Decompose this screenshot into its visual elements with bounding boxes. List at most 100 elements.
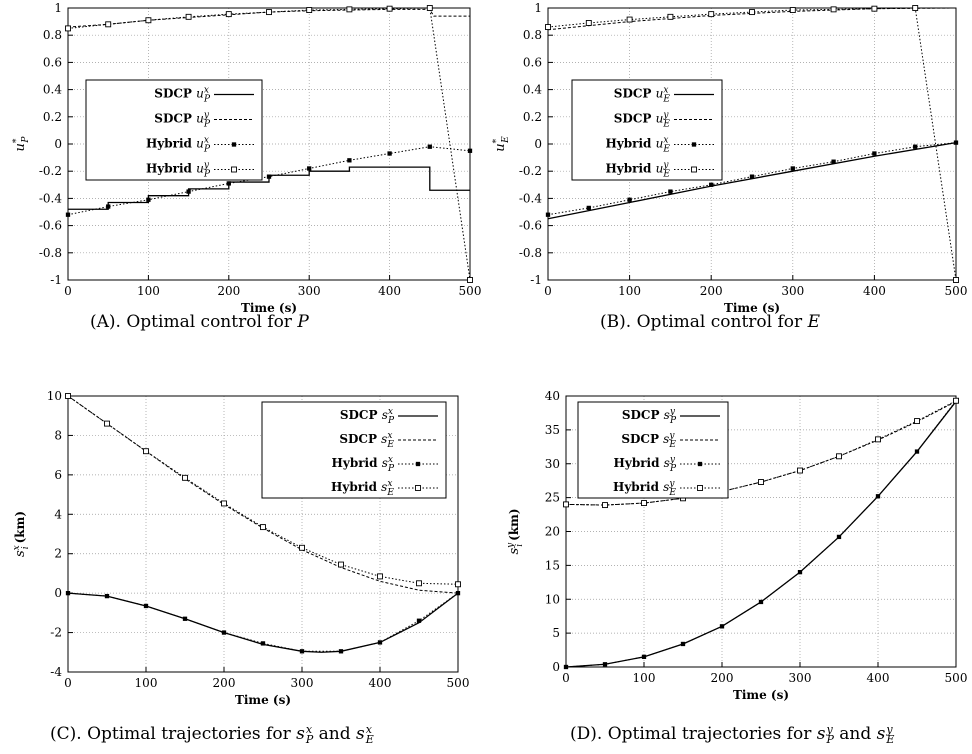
caption-d-text: Optimal trajectories for (607, 724, 812, 744)
chart2-series-2-point (104, 593, 110, 599)
chart3-series-2-point (797, 569, 803, 575)
chart2-ytick-label: -2 (50, 626, 62, 640)
chart2-xtick-label: 400 (369, 676, 392, 690)
chart-b-svg: 0 100 200 300 400 500 -1 -0.8 -0.6 -0.4 -0.2 0 0.2 0.… (492, 1, 967, 315)
chart0-ytick-label: -0.8 (39, 246, 62, 260)
chart3-series-3-point (914, 418, 920, 425)
chart2-ytick-label: 4 (54, 507, 62, 521)
chart1-series-3-point (708, 11, 715, 18)
chart1-legend-box (571, 79, 723, 181)
chart1-ytick-label: 0.8 (523, 28, 542, 42)
chart2-xtick-label: 200 (213, 676, 236, 690)
chart1-series-2-point (545, 212, 551, 217)
chart0-series-2-point (266, 174, 272, 179)
caption-b-var: E (807, 312, 820, 332)
chart1-xlabel: Time (s) (724, 301, 780, 315)
chart0-series-3-point (266, 9, 272, 16)
chart2-series-2-point (299, 649, 305, 654)
chart2-ytick-label: 10 (47, 389, 62, 403)
chart0-series-3-point (306, 7, 313, 13)
chart3-series-2-point (641, 654, 647, 659)
chart3-series-2-point (602, 662, 608, 667)
chart2-series-3-point (299, 544, 305, 551)
chart2-xtick-label: 100 (135, 676, 158, 690)
chart0-ytick-label: -0.4 (39, 191, 63, 205)
chart2-series-2-point (221, 630, 227, 635)
chart0-ytick-label: 0.6 (43, 55, 62, 69)
chart3-series-2-point (680, 641, 686, 647)
chart1-series-2-point (668, 189, 673, 194)
chart0-ytick-label: -0.6 (39, 219, 62, 233)
chart0-legend-label-3: Hybrid uy P (146, 161, 211, 180)
chart0-series-3-point (105, 21, 112, 28)
chart3-series-3-point (953, 397, 959, 404)
chart2-series-3-point (221, 500, 227, 507)
chart0-series-2-point (226, 181, 231, 186)
chart3-ytick-label: 40 (545, 389, 560, 403)
chart3-legend-marker-3 (697, 485, 703, 491)
chart1-xtick-label: 100 (618, 284, 641, 298)
chart3-legend-label-1: SDCP sy E (621, 431, 676, 450)
chart0-ytick-label: 0.4 (43, 83, 62, 97)
chart3-ytick-label: 5 (552, 626, 560, 640)
chart1-series-2-point (790, 166, 795, 171)
chart2-series-3-point (182, 474, 188, 481)
chart0-legend-label-1: SDCP uy P (154, 111, 211, 130)
chart1-series-2-point (831, 159, 836, 164)
chart2-series-2-point (143, 603, 149, 609)
chart0-series-3-point (346, 6, 353, 13)
chart1-series-3-point (912, 5, 919, 11)
chart1-ytick-label: 0.4 (523, 83, 542, 97)
chart1-xtick-label: 300 (781, 284, 804, 298)
chart2-plot-frame (67, 395, 459, 673)
chart3-ytick-label: 15 (545, 558, 560, 572)
chart3-xtick-label: 0 (562, 671, 570, 685)
chart2-xlabel: Time (s) (235, 693, 291, 707)
chart2-series-3-point (104, 420, 110, 427)
chart0-series-3-point (185, 13, 192, 20)
chart3-legend-label-0: SDCP sy P (622, 407, 677, 426)
caption-d-conj: and (839, 724, 872, 744)
chart1-xtick-label: 400 (863, 284, 886, 298)
chart3-xlabel: Time (s) (733, 688, 789, 702)
chart3-series-2-point (836, 534, 842, 540)
chart0-series-2-point (347, 158, 352, 163)
chart0-series-3-point (426, 5, 433, 11)
chart2-xtick-label: 300 (291, 676, 314, 690)
chart1-legend-label-1: SDCP uy E (614, 111, 671, 130)
chart3-ylabel: syi(km) (506, 508, 525, 554)
chart1-ytick-label: -0.2 (519, 164, 542, 178)
chart3-ytick-label: 10 (545, 592, 560, 606)
chart3-ytick-label: 30 (545, 457, 560, 471)
chart1-series-3-point (789, 7, 796, 13)
chart-panel-b: 0 100 200 300 400 500 -1 -0.8 -0.6 -0.4 -0.2 0 0.2 0.… (486, 0, 972, 340)
chart2-ylabel: sxi(km) (12, 511, 31, 557)
chart3-series-3-point (836, 453, 842, 460)
chart0-series-3-point (386, 5, 393, 12)
chart-d-svg: 0 100 200 300 400 500 0 5 10 15 20 25 30 35 40 Time (s)… (506, 389, 967, 702)
chart0-series-2-point (146, 197, 151, 202)
chart2-series-0-line (67, 592, 459, 653)
chart0-series-3-point (467, 277, 473, 283)
chart1-xtick-label: 200 (700, 284, 723, 298)
chart1-ytick-label: -0.8 (519, 246, 542, 260)
chart1-series-3-point (830, 6, 837, 13)
chart2-xtick-label: 500 (447, 676, 470, 690)
chart0-legend-label-2: Hybrid ux P (146, 136, 211, 155)
chart1-legend-marker-3 (691, 166, 697, 173)
chart2-series-3-point (143, 448, 149, 455)
chart0-xtick-label: 300 (298, 284, 321, 298)
chart1-legend-label-0: SDCP ux E (614, 86, 671, 105)
chart2-series-3-point (338, 561, 344, 568)
chart0-ytick-label: -1 (50, 273, 62, 287)
chart0-xtick-label: 500 (459, 284, 482, 298)
chart3-series-3-point (797, 467, 803, 474)
chart3-series-2-point (719, 624, 725, 629)
chart1-series-2-point (586, 205, 591, 211)
chart0-ytick-label: 0 (54, 137, 62, 151)
chart1-xtick-label: 0 (544, 284, 552, 298)
chart3-series-2-point (563, 664, 569, 670)
chart2-ytick-label: 6 (54, 468, 62, 482)
